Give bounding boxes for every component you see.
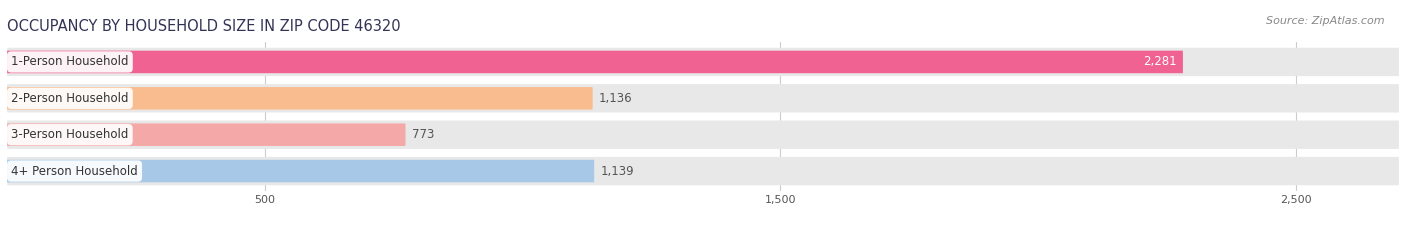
Text: 2-Person Household: 2-Person Household xyxy=(11,92,129,105)
Text: Source: ZipAtlas.com: Source: ZipAtlas.com xyxy=(1267,16,1385,26)
FancyBboxPatch shape xyxy=(7,51,1182,73)
FancyBboxPatch shape xyxy=(7,48,1399,76)
FancyBboxPatch shape xyxy=(7,87,593,110)
Text: 2,281: 2,281 xyxy=(1143,55,1177,69)
FancyBboxPatch shape xyxy=(7,160,595,182)
FancyBboxPatch shape xyxy=(7,157,1399,185)
FancyBboxPatch shape xyxy=(7,120,1399,149)
FancyBboxPatch shape xyxy=(7,123,405,146)
Text: 1,136: 1,136 xyxy=(599,92,633,105)
FancyBboxPatch shape xyxy=(7,84,1399,113)
Text: 773: 773 xyxy=(412,128,434,141)
Text: 1-Person Household: 1-Person Household xyxy=(11,55,129,69)
Text: 4+ Person Household: 4+ Person Household xyxy=(11,164,138,178)
Text: OCCUPANCY BY HOUSEHOLD SIZE IN ZIP CODE 46320: OCCUPANCY BY HOUSEHOLD SIZE IN ZIP CODE … xyxy=(7,19,401,34)
Text: 3-Person Household: 3-Person Household xyxy=(11,128,128,141)
Text: 1,139: 1,139 xyxy=(600,164,634,178)
